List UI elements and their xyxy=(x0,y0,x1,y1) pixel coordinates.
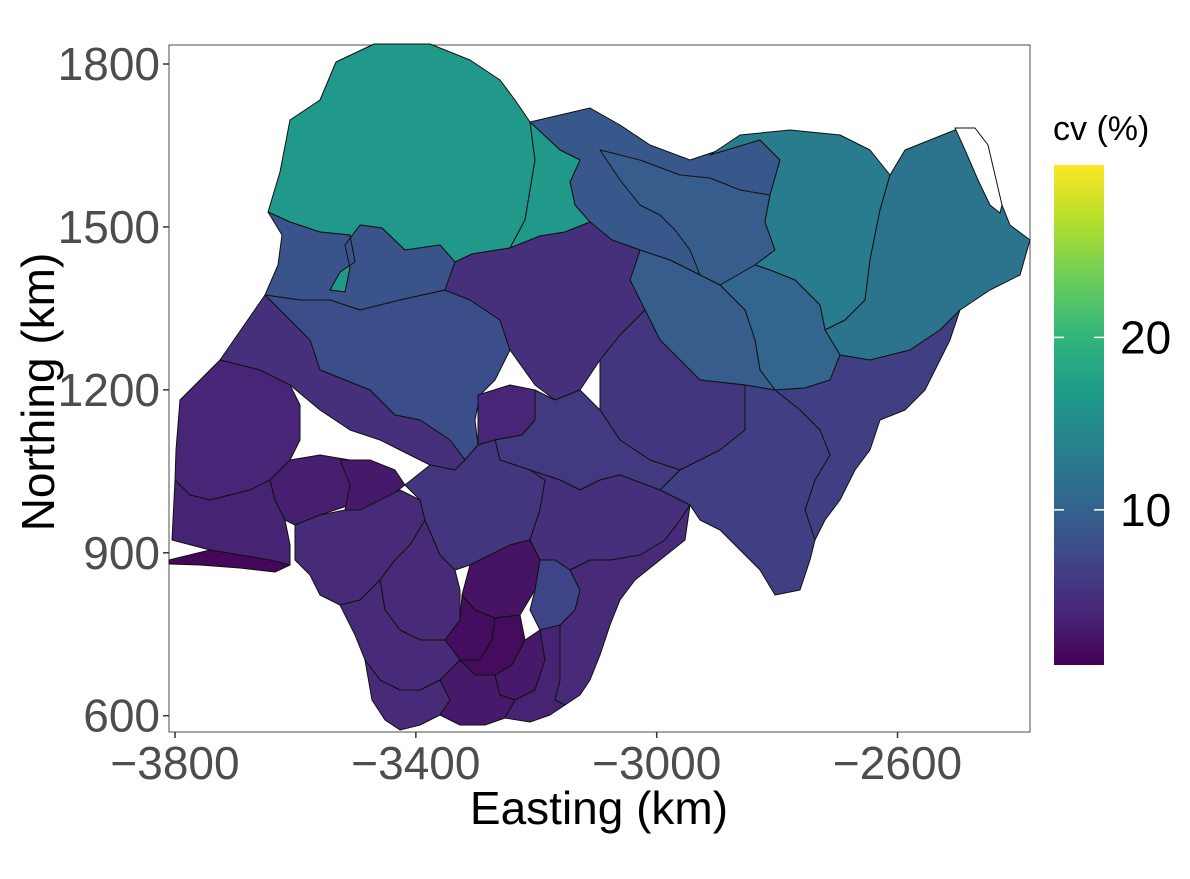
legend-tick-group: 10 20 xyxy=(1054,311,1171,536)
x-axis: −3800 −3400 −3000 −2600 Easting (km) xyxy=(110,732,962,834)
x-tick-label: −3000 xyxy=(592,737,721,789)
colorbar xyxy=(1054,165,1104,665)
x-tick-label: −3800 xyxy=(110,737,239,789)
state-polygons xyxy=(168,43,1031,731)
y-tick-label: 1500 xyxy=(58,201,160,253)
y-tick-label: 600 xyxy=(83,690,160,742)
legend-tick-label: 10 xyxy=(1120,484,1171,536)
x-tick-group: −3800 −3400 −3000 −2600 xyxy=(110,732,962,789)
region-kwara[interactable] xyxy=(219,294,466,471)
region-kaduna[interactable] xyxy=(444,221,646,401)
y-tick-label: 900 xyxy=(83,527,160,579)
region-lagos[interactable] xyxy=(168,549,291,573)
legend-title: cv (%) xyxy=(1053,110,1149,148)
legend-tick-label: 20 xyxy=(1120,311,1171,363)
y-tick-group: 600 900 1200 1500 1800 xyxy=(58,38,169,742)
region-borno-lake xyxy=(954,127,1003,214)
x-tick-label: −2600 xyxy=(833,737,962,789)
y-axis-title: Northing (km) xyxy=(12,253,64,532)
region-akwa-ibom[interactable] xyxy=(504,624,566,723)
x-axis-title: Easting (km) xyxy=(470,782,728,834)
y-tick-label: 1800 xyxy=(58,38,160,90)
region-taraba[interactable] xyxy=(659,384,831,596)
x-tick-label: −3400 xyxy=(351,737,480,789)
map-panel xyxy=(168,43,1031,733)
y-axis: 600 900 1200 1500 1800 Northing (km) xyxy=(12,38,169,742)
colorbar-legend: cv (%) 10 20 xyxy=(1053,110,1171,665)
y-tick-label: 1200 xyxy=(58,364,160,416)
